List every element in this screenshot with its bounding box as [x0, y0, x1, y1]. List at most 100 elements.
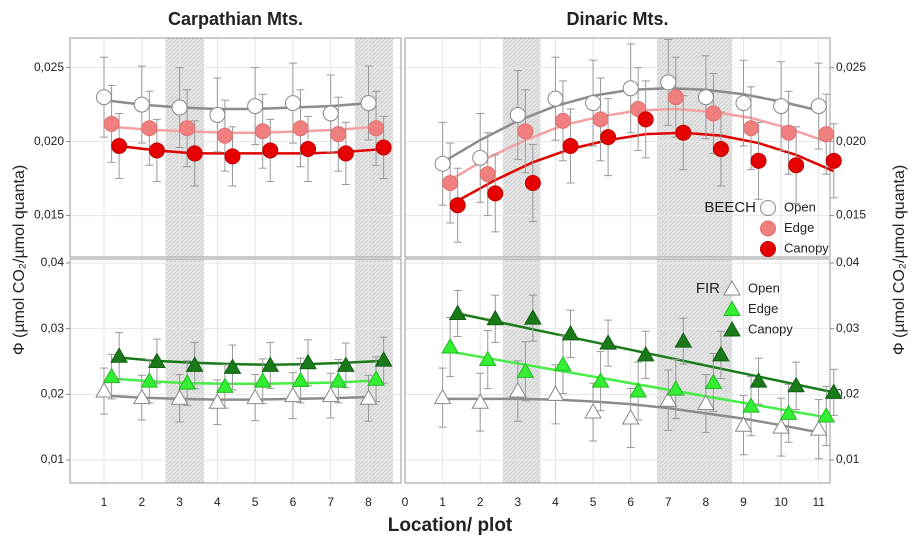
point [592, 111, 609, 128]
point [253, 372, 272, 388]
point [584, 403, 602, 419]
point [102, 367, 121, 384]
point [110, 347, 128, 363]
point [742, 397, 760, 413]
legend-label: Edge [784, 220, 814, 235]
point [471, 393, 490, 409]
point [433, 388, 452, 405]
y-tick-label: 0,04 [836, 255, 860, 269]
point [472, 149, 489, 166]
point [148, 352, 166, 368]
point [291, 371, 310, 388]
trend-line [111, 377, 377, 386]
point [367, 370, 385, 386]
point [636, 345, 655, 362]
point [772, 418, 790, 434]
legend-marker [723, 279, 741, 296]
point [516, 362, 535, 378]
point [524, 175, 541, 192]
point [788, 157, 805, 174]
point [734, 416, 753, 432]
point [140, 372, 159, 388]
x-tick-label: 8 [365, 495, 372, 509]
point [749, 372, 768, 388]
point [524, 309, 542, 325]
point [246, 388, 265, 405]
x-tick-label: 4 [552, 495, 559, 509]
point [591, 372, 610, 388]
y-tick-label: 0,01 [41, 452, 65, 466]
shaded-band [656, 259, 733, 483]
chart-title: Dinaric Mts. [566, 9, 668, 29]
point [629, 382, 648, 398]
point [787, 376, 806, 393]
point [434, 155, 451, 172]
point [487, 185, 504, 202]
point [329, 372, 348, 388]
point [284, 95, 301, 112]
point [825, 152, 842, 169]
point [517, 123, 534, 140]
x-tick-label: 10 [774, 495, 788, 509]
point [132, 388, 151, 405]
x-tick-label: 3 [514, 495, 521, 509]
point [441, 338, 459, 354]
point [562, 138, 579, 155]
point [299, 353, 317, 370]
point [599, 334, 617, 350]
point [448, 304, 467, 321]
point [216, 377, 234, 393]
point [133, 96, 150, 113]
y-tick-label: 0,03 [836, 321, 860, 335]
y-axis-label: Φ (µmol CO₂/µmol quanta) [11, 165, 28, 355]
point [321, 386, 340, 403]
point [96, 89, 113, 106]
point [178, 374, 196, 390]
trend-line [119, 356, 384, 367]
y-axis-label-right: Φ (µmol CO₂/µmol quanta) [891, 165, 908, 355]
point [509, 106, 526, 123]
point [247, 98, 264, 115]
point [330, 126, 347, 143]
y-tick-label: 0,02 [836, 386, 860, 400]
panel [405, 259, 830, 483]
point [292, 120, 309, 137]
panel [405, 38, 830, 257]
y-tick-label: 0,02 [41, 386, 65, 400]
x-tick-label: 11 [812, 495, 825, 509]
point [374, 351, 393, 367]
x-tick-label: 0 [402, 495, 409, 509]
point [284, 386, 302, 403]
y-tick-label: 0,025 [34, 60, 64, 74]
point [508, 382, 527, 398]
point [750, 152, 767, 169]
legend-marker [723, 320, 741, 337]
y-tick-label: 0,04 [41, 255, 65, 269]
x-tick-label: 6 [290, 495, 297, 509]
y-tick-label: 0,020 [34, 134, 64, 148]
y-tick-label: 0,025 [836, 60, 866, 74]
x-tick-label: 5 [252, 495, 259, 509]
point [170, 389, 189, 405]
x-tick-label: 5 [590, 495, 597, 509]
point [368, 120, 385, 137]
point [224, 148, 241, 165]
panel-border [404, 258, 831, 484]
point [600, 129, 617, 146]
point [810, 98, 827, 115]
point [262, 142, 279, 159]
point [773, 98, 790, 115]
y-tick-label: 0,03 [41, 321, 65, 335]
point [209, 106, 226, 123]
point [666, 380, 685, 396]
point [442, 175, 459, 192]
point [705, 105, 722, 122]
y-tick-label: 0,015 [836, 208, 866, 222]
x-tick-label: 7 [665, 495, 672, 509]
point [486, 309, 505, 326]
point [704, 373, 723, 389]
x-tick-label: 7 [327, 495, 334, 509]
legend-label: Canopy [748, 321, 793, 336]
point [254, 123, 271, 140]
point [780, 124, 797, 141]
